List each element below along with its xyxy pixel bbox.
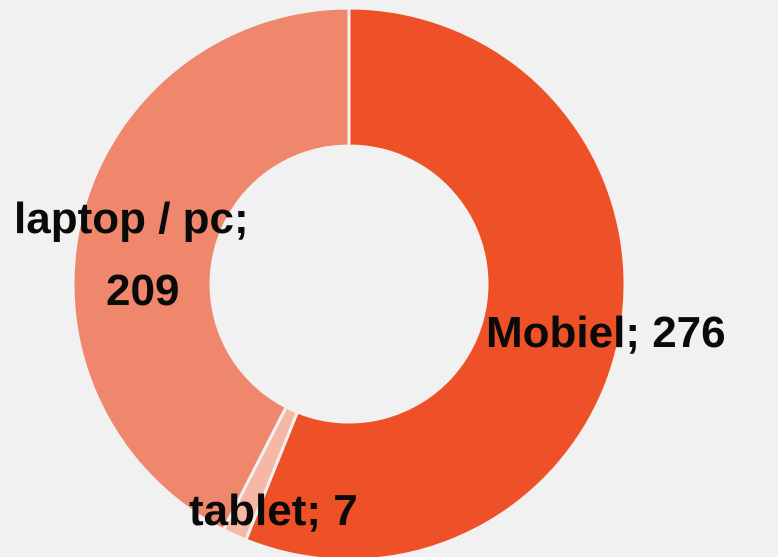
data-label-tablet: tablet; 7 bbox=[189, 486, 358, 535]
data-label-laptop-pc-line-1: laptop / pc; bbox=[14, 194, 249, 243]
data-label-laptop-pc-line-2: 209 bbox=[106, 266, 179, 315]
data-label-mobiel: Mobiel; 276 bbox=[486, 308, 726, 357]
donut-hole bbox=[212, 147, 486, 421]
slice-mobiel bbox=[243, 6, 627, 557]
labels-layer: Mobiel; 276 tablet; 7 laptop / pc; 209 bbox=[14, 194, 726, 535]
slice-laptop-pc bbox=[71, 6, 351, 532]
slices-layer bbox=[71, 6, 627, 557]
